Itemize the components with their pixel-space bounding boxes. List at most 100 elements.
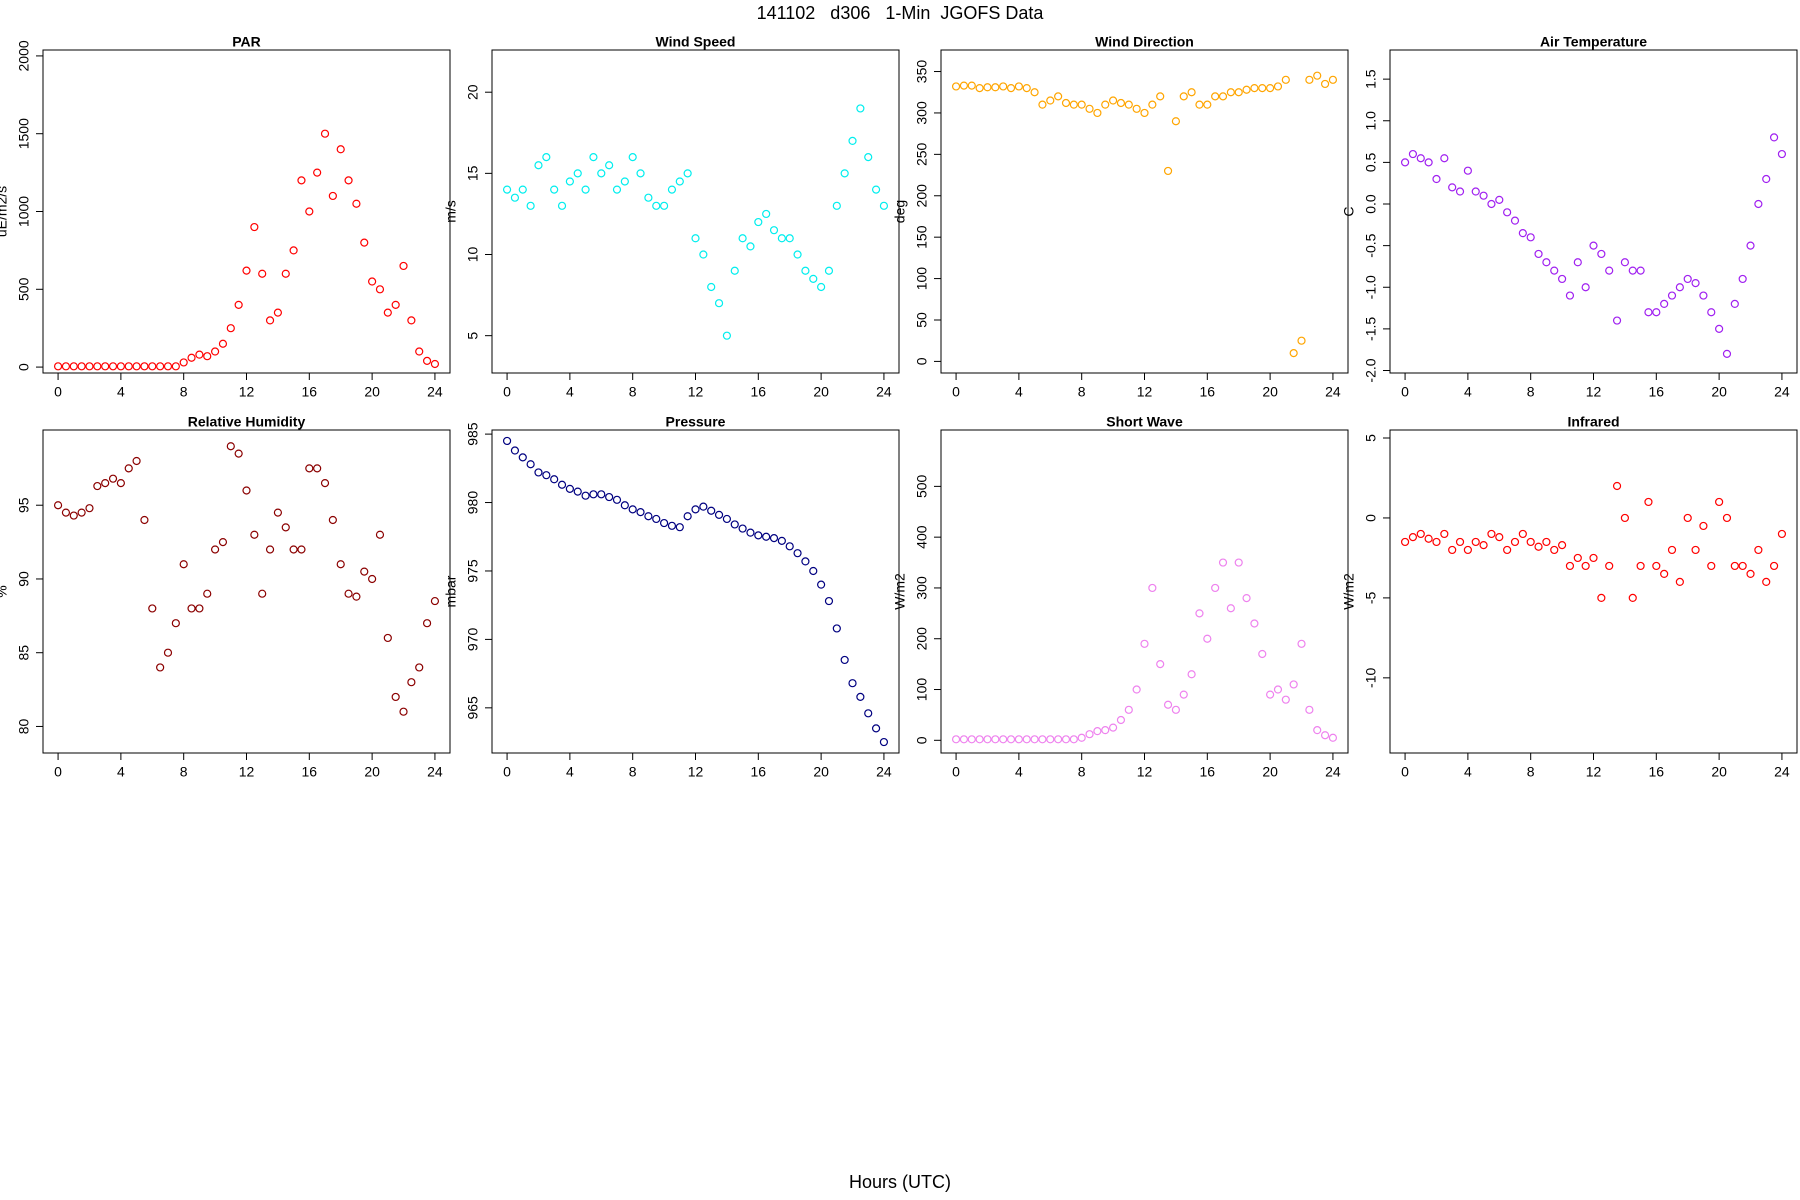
data-point (1722, 349, 1732, 358)
x-tick-label: 4 (1015, 384, 1023, 400)
x-tick-label: 20 (364, 384, 380, 400)
data-point (730, 266, 739, 275)
data-point (1281, 75, 1290, 84)
data-point (1440, 154, 1449, 163)
x-tick-label: 12 (688, 764, 704, 780)
x-tick-label: 4 (117, 384, 125, 400)
data-point (1762, 577, 1771, 587)
data-point (1313, 71, 1322, 80)
x-tick-label: 16 (1649, 764, 1665, 780)
data-point (1234, 88, 1243, 97)
x-tick-label: 4 (566, 384, 574, 400)
data-point (1746, 569, 1755, 579)
data-point (1140, 108, 1149, 118)
data-point (124, 464, 133, 473)
data-point (1273, 82, 1283, 91)
data-point (510, 193, 520, 202)
data-point (242, 266, 251, 275)
data-point (1054, 735, 1063, 744)
data-point (156, 663, 165, 672)
data-point (1589, 553, 1598, 563)
data-point (793, 549, 802, 558)
y-tick-label: 95 (16, 497, 32, 513)
y-tick-label: 80 (16, 718, 32, 734)
data-point (1320, 79, 1330, 89)
data-point (636, 169, 645, 178)
data-point (1503, 208, 1512, 217)
data-point (77, 508, 86, 517)
data-point (1440, 529, 1449, 539)
y-tick-label: -1.5 (1363, 317, 1379, 341)
data-point (550, 475, 559, 484)
y-tick-label: 0 (16, 363, 32, 371)
data-point (644, 193, 653, 202)
data-point (1289, 349, 1298, 358)
y-tick-label: 300 (914, 576, 930, 600)
data-point (336, 145, 345, 154)
data-point (1479, 541, 1488, 550)
data-point (61, 508, 71, 517)
data-point (534, 161, 543, 170)
x-tick-label: 4 (1464, 384, 1472, 400)
y-tick-label: 350 (914, 60, 930, 84)
data-point (344, 176, 353, 185)
data-point (526, 201, 535, 210)
data-point (297, 176, 306, 185)
data-point (1305, 705, 1314, 714)
data-point (777, 234, 786, 243)
x-tick-label: 4 (1015, 764, 1023, 780)
data-point (250, 222, 259, 232)
y-tick-label: 975 (465, 559, 481, 583)
data-point (1069, 100, 1078, 109)
x-tick-label: 20 (813, 764, 829, 780)
data-point (375, 530, 385, 539)
data-point (132, 362, 141, 371)
data-point (738, 234, 747, 243)
data-point (368, 574, 377, 584)
data-point (848, 136, 857, 145)
data-point (510, 446, 520, 455)
data-point (1211, 92, 1220, 101)
data-point (1597, 593, 1606, 602)
data-point (762, 209, 771, 219)
data-point (1108, 723, 1118, 732)
x-tick-label: 16 (1200, 764, 1216, 780)
data-point (1054, 92, 1063, 101)
data-point (840, 655, 849, 665)
data-point (1471, 187, 1480, 196)
data-point (391, 692, 400, 702)
data-point (581, 185, 590, 194)
x-tick-label: 0 (503, 384, 511, 400)
data-point (871, 724, 881, 733)
data-point (699, 502, 708, 511)
data-point (754, 217, 763, 227)
data-point (1565, 561, 1575, 571)
data-point (399, 707, 408, 716)
data-point (1628, 593, 1637, 602)
x-tick-label: 8 (1078, 764, 1086, 780)
data-point (1101, 100, 1110, 109)
data-point (1163, 166, 1173, 176)
data-point (1400, 158, 1410, 167)
data-point (667, 521, 677, 530)
x-tick-label: 4 (1464, 764, 1472, 780)
y-tick-label: -1.0 (1363, 275, 1379, 299)
panel: Wind Direction deg 0 4 8 12 16 20 24 0 50 100 150 200… (892, 34, 1349, 400)
data-point (297, 545, 306, 554)
data-point (336, 560, 345, 569)
data-point (1565, 291, 1575, 300)
data-point (983, 735, 992, 744)
data-point (1022, 83, 1031, 93)
x-tick-label: 4 (566, 764, 574, 780)
y-tick-label: -0.5 (1363, 233, 1379, 257)
data-point (502, 436, 512, 446)
x-tick-label: 24 (876, 384, 892, 400)
data-point (1730, 561, 1739, 571)
data-point (116, 478, 125, 488)
y-tick-label: 0 (914, 736, 930, 744)
data-point (1550, 266, 1559, 275)
data-point (1424, 534, 1433, 543)
data-point (430, 596, 440, 606)
data-point (1085, 104, 1094, 113)
data-point (344, 589, 353, 598)
